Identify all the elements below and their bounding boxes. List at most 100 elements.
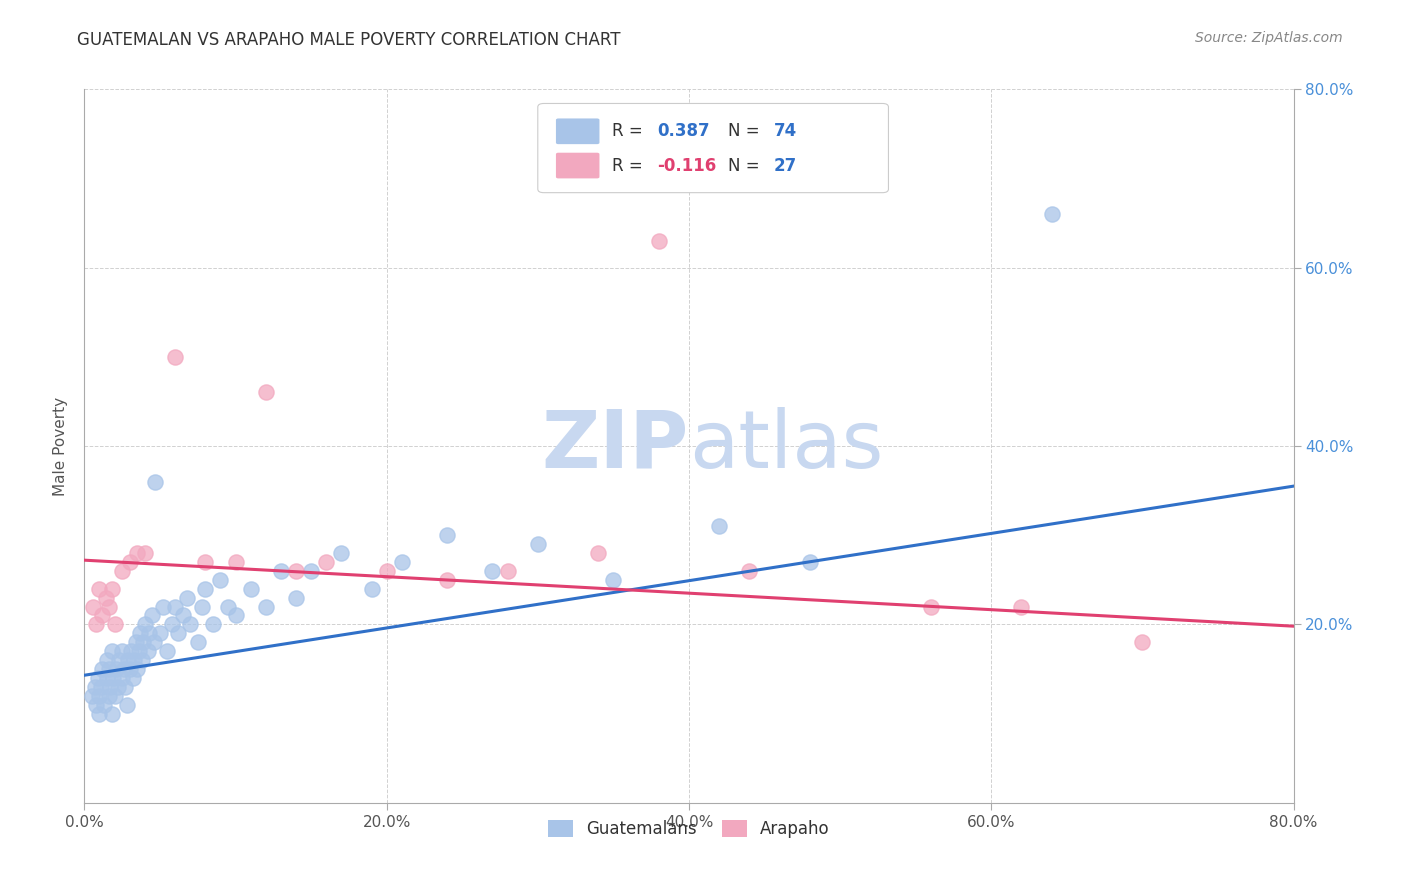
Point <box>107 680 129 694</box>
Point <box>104 617 127 632</box>
Point <box>80 689 103 703</box>
Point <box>127 546 149 560</box>
Point <box>136 644 159 658</box>
Point <box>436 573 458 587</box>
Point <box>127 662 149 676</box>
Point <box>97 662 120 676</box>
Text: N =: N = <box>728 157 765 175</box>
Point <box>239 582 262 596</box>
Point <box>111 671 134 685</box>
Point <box>129 626 152 640</box>
Point <box>100 706 122 721</box>
Point <box>738 564 761 578</box>
Point <box>97 689 120 703</box>
Point <box>375 564 398 578</box>
Point <box>96 653 118 667</box>
Text: R =: R = <box>612 157 648 175</box>
Text: R =: R = <box>612 122 648 140</box>
Point <box>138 626 160 640</box>
Point <box>134 546 156 560</box>
Point <box>588 546 610 560</box>
Point <box>799 555 821 569</box>
Text: ZIP: ZIP <box>541 407 689 485</box>
Point <box>93 698 115 712</box>
Text: Source: ZipAtlas.com: Source: ZipAtlas.com <box>1195 31 1343 45</box>
Point <box>176 591 198 605</box>
Point <box>191 599 214 614</box>
Point <box>254 385 277 400</box>
Point <box>920 599 942 614</box>
Point <box>142 635 165 649</box>
Point <box>82 599 104 614</box>
FancyBboxPatch shape <box>555 119 599 145</box>
Point <box>496 564 519 578</box>
Point <box>91 608 114 623</box>
Point <box>187 635 209 649</box>
Point <box>89 706 111 721</box>
Point <box>270 564 292 578</box>
Point <box>98 680 121 694</box>
Point <box>436 528 458 542</box>
Point <box>111 644 134 658</box>
Point <box>165 599 187 614</box>
Point <box>149 626 172 640</box>
Point <box>194 555 217 569</box>
Point <box>1011 599 1033 614</box>
Point <box>179 617 201 632</box>
Text: N =: N = <box>728 122 765 140</box>
Point <box>96 671 118 685</box>
Point <box>118 555 141 569</box>
Point <box>156 644 179 658</box>
Point <box>225 608 247 623</box>
Point <box>360 582 382 596</box>
Point <box>132 635 155 649</box>
Point <box>172 608 194 623</box>
Point <box>527 537 550 551</box>
Point <box>115 698 138 712</box>
Legend: Guatemalans, Arapaho: Guatemalans, Arapaho <box>541 813 837 845</box>
Point <box>97 599 120 614</box>
Point <box>648 234 671 248</box>
Point <box>112 662 135 676</box>
Point <box>217 599 239 614</box>
Point <box>104 689 127 703</box>
Text: -0.116: -0.116 <box>658 157 717 175</box>
Point <box>1130 635 1153 649</box>
Point <box>134 617 156 632</box>
Point <box>145 475 167 489</box>
Point <box>481 564 503 578</box>
Point <box>100 582 122 596</box>
Point <box>120 644 142 658</box>
Point <box>285 564 308 578</box>
Point <box>315 555 337 569</box>
Point <box>131 653 153 667</box>
Point <box>141 608 163 623</box>
Point <box>225 555 247 569</box>
Point <box>117 653 139 667</box>
Point <box>709 519 731 533</box>
Text: 27: 27 <box>773 157 797 175</box>
Text: GUATEMALAN VS ARAPAHO MALE POVERTY CORRELATION CHART: GUATEMALAN VS ARAPAHO MALE POVERTY CORRE… <box>77 31 621 49</box>
Point <box>89 582 111 596</box>
Point <box>201 617 224 632</box>
Point <box>602 573 624 587</box>
Point <box>330 546 353 560</box>
Point <box>91 662 114 676</box>
Point <box>89 689 111 703</box>
Point <box>165 350 187 364</box>
Text: 74: 74 <box>773 122 797 140</box>
Y-axis label: Male Poverty: Male Poverty <box>53 396 69 496</box>
Point <box>87 671 110 685</box>
Point <box>111 564 134 578</box>
Point <box>86 617 108 632</box>
Point <box>100 644 122 658</box>
Text: 0.387: 0.387 <box>658 122 710 140</box>
Point <box>108 653 131 667</box>
Point <box>122 653 145 667</box>
Point <box>1040 207 1063 221</box>
Point <box>94 591 117 605</box>
Text: atlas: atlas <box>689 407 883 485</box>
Point <box>391 555 413 569</box>
Point <box>152 599 174 614</box>
Point <box>84 680 107 694</box>
